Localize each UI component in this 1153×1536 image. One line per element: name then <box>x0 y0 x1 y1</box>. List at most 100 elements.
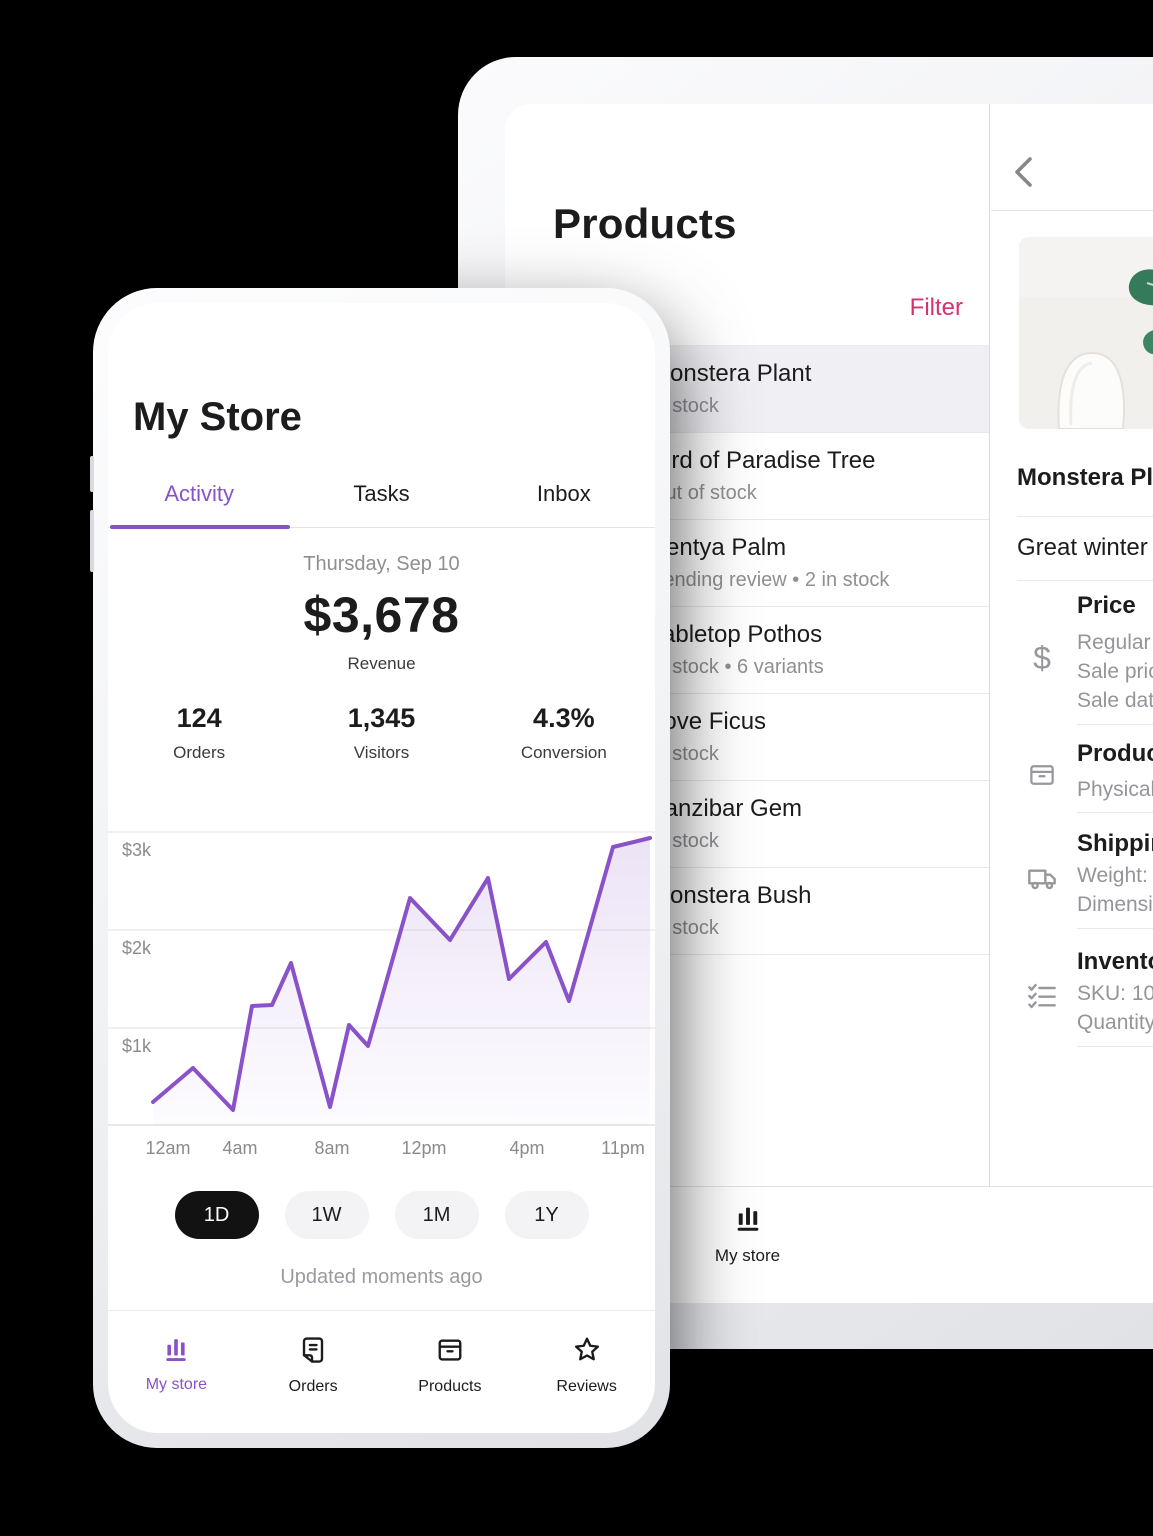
product-name: Bird of Paradise Tree <box>650 447 876 474</box>
stat-value: 1,345 <box>347 703 416 733</box>
x-tick-12pm: 12pm <box>401 1138 446 1158</box>
y-tick-3k: $3k <box>122 840 152 860</box>
summary-date: Thursday, Sep 10 <box>303 553 460 575</box>
range-1m-button[interactable]: 1M <box>394 1191 479 1239</box>
date-range-selector: 1D 1W 1M 1Y <box>108 1191 655 1239</box>
revenue-line <box>151 836 652 1112</box>
phone-screen: My Store Activity Tasks Inbox Thursday, … <box>108 303 655 1433</box>
detail-product-title: Monstera Plant <box>1017 464 1153 491</box>
star-icon <box>574 1337 599 1361</box>
filter-button[interactable]: Filter <box>909 294 963 321</box>
product-name: Tabletop Pothos <box>650 621 823 648</box>
shipping-weight-line: Weight: <box>1077 864 1148 887</box>
bar-chart-icon <box>166 1339 187 1361</box>
revenue-value: $3,678 <box>303 587 460 643</box>
product-image <box>1019 237 1153 429</box>
product-name: Love Ficus <box>650 708 767 735</box>
tab-bar: Activity Tasks Inbox <box>108 473 655 529</box>
range-1d-button[interactable]: 1D <box>174 1191 259 1239</box>
y-tick-1k: $1k <box>122 1036 152 1056</box>
product-status: In stock <box>650 395 719 417</box>
stat-label: Visitors <box>353 743 410 762</box>
tab-activity[interactable]: Activity <box>164 481 234 506</box>
product-status: Pending review • 2 in stock <box>650 569 890 591</box>
checklist-icon <box>1023 980 1061 1017</box>
revenue-area-chart: $3k $2k $1k 12am 4am 8am 12pm 4pm 11pm <box>108 831 655 1158</box>
stat-visitors: 1,345 Visitors <box>290 703 472 763</box>
phone-volume-button <box>90 510 94 572</box>
stat-value: 124 <box>176 703 222 733</box>
revenue-label: Revenue <box>347 654 416 673</box>
bar-chart-icon <box>737 1207 758 1231</box>
range-1y-button[interactable]: 1Y <box>504 1191 589 1239</box>
x-tick-4am: 4am <box>222 1138 257 1158</box>
x-tick-11pm: 11pm <box>601 1138 645 1158</box>
y-tick-2k: $2k <box>122 938 152 958</box>
detail-header-divider <box>991 210 1153 211</box>
product-type-section-title[interactable]: Product type <box>1077 740 1153 767</box>
tablet-device: Products Filter Monstera Plant In stock … <box>458 57 1153 1349</box>
revenue-chart: $3k $2k $1k 12am 4am 8am 12pm 4pm 11pm <box>108 820 655 1165</box>
divider <box>1017 580 1153 581</box>
inventory-sku-line: SKU: 1000 <box>1077 982 1153 1005</box>
active-tab-indicator <box>110 525 290 529</box>
stat-orders: 124 Orders <box>108 703 290 763</box>
product-status: Out of stock <box>650 482 757 504</box>
updated-status-text: Updated moments ago <box>280 1266 483 1288</box>
nav-label: Reviews <box>556 1378 617 1395</box>
stat-value: 4.3% <box>533 703 595 733</box>
tab-baseline <box>108 527 655 528</box>
shipping-section-title[interactable]: Shipping <box>1077 830 1153 857</box>
x-tick-4pm: 4pm <box>509 1138 544 1158</box>
phone-volume-button <box>90 456 94 492</box>
area-fill <box>153 838 650 1125</box>
product-name: Monstera Plant <box>650 360 812 387</box>
nav-products[interactable]: Products <box>382 1311 519 1433</box>
page-title: My Store <box>133 395 302 439</box>
price-section-title[interactable]: Price <box>1077 592 1136 619</box>
nav-orders[interactable]: Orders <box>245 1311 382 1433</box>
price-sale-line: Sale price <box>1077 660 1153 683</box>
divider <box>1077 724 1153 725</box>
inventory-section-title[interactable]: Inventory <box>1077 948 1153 975</box>
divider <box>1077 812 1153 813</box>
nav-label: My store <box>145 1376 208 1393</box>
nav-my-store[interactable]: My store <box>108 1311 245 1433</box>
monstera-photo-illustration <box>1019 237 1153 429</box>
tab-inbox[interactable]: Inbox <box>536 481 591 506</box>
tablet-nav-my-store[interactable]: My store <box>505 1203 990 1266</box>
phone-bottom-nav: My store Orders <box>108 1310 655 1433</box>
dollar-icon: $ <box>1033 640 1051 676</box>
divider <box>1077 928 1153 929</box>
products-page-title: Products <box>553 200 737 247</box>
phone-device: My Store Activity Tasks Inbox Thursday, … <box>90 288 670 1448</box>
nav-label: Orders <box>288 1378 338 1395</box>
range-1w-button[interactable]: 1W <box>284 1191 369 1239</box>
inventory-quantity-line: Quantity: 20 <box>1077 1011 1153 1034</box>
stat-conversion: 4.3% Conversion <box>473 703 655 763</box>
x-tick-8am: 8am <box>314 1138 349 1158</box>
detail-product-description[interactable]: Great winter plant <box>1017 534 1153 561</box>
stat-label: Conversion <box>520 743 607 762</box>
tab-tasks[interactable]: Tasks <box>353 481 410 506</box>
product-name: Zanzibar Gem <box>650 795 803 822</box>
divider <box>1077 1046 1153 1047</box>
nav-reviews[interactable]: Reviews <box>518 1311 655 1433</box>
shipping-dimensions-line: Dimensions: <box>1077 893 1153 916</box>
product-status: In stock • 6 variants <box>650 656 824 678</box>
stats-row: 124 Orders 1,345 Visitors 4.3% Conversio… <box>108 703 655 763</box>
product-status: In stock <box>650 917 719 939</box>
document-icon <box>302 1337 324 1363</box>
product-name: Kentya Palm <box>650 534 787 561</box>
product-detail-pane: Monstera Plant Great winter plant $ Pric… <box>991 104 1153 1303</box>
product-name: Monstera Bush <box>650 882 812 909</box>
product-type-line: Physical product <box>1077 778 1153 801</box>
product-status: In stock <box>650 830 719 852</box>
nav-label: Products <box>418 1378 482 1395</box>
box-icon <box>438 1339 462 1361</box>
box-icon <box>1023 760 1061 795</box>
stat-label: Orders <box>173 743 226 762</box>
back-button[interactable] <box>1007 154 1041 190</box>
truck-icon <box>1023 862 1061 899</box>
